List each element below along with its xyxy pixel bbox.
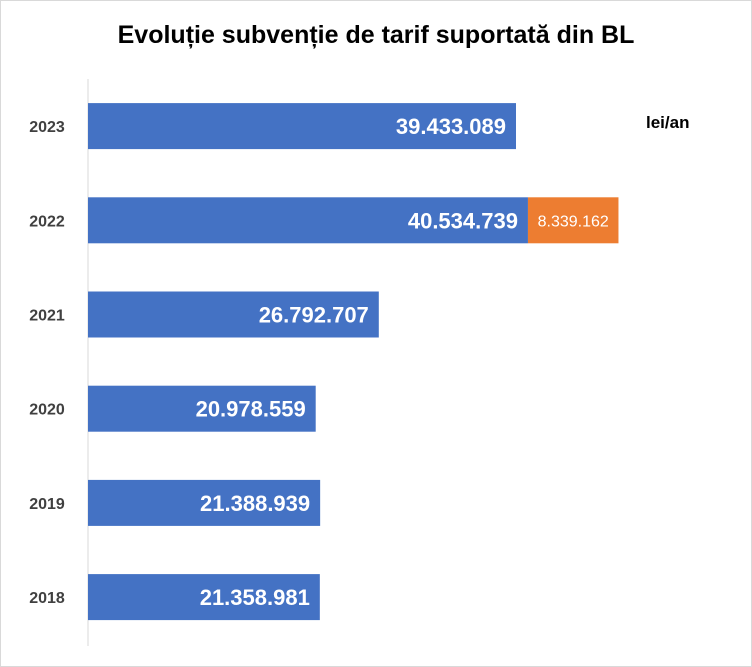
bar: [88, 385, 316, 432]
data-label: 8.339.162: [538, 213, 609, 230]
bar-extra: [527, 197, 619, 244]
data-label: 21.388.939: [200, 491, 310, 516]
bar: [88, 197, 528, 244]
category-label: 2022: [29, 213, 65, 230]
data-label: 20.978.559: [196, 397, 306, 422]
bar: [88, 574, 320, 621]
data-label: 21.358.981: [200, 585, 310, 610]
category-label: 2019: [29, 496, 65, 513]
category-label: 2018: [29, 590, 65, 607]
data-label: 39.433.089: [396, 114, 506, 139]
data-label: 40.534.739: [408, 208, 518, 233]
chart-title: Evoluție subvenție de tarif suportată di…: [117, 21, 635, 49]
data-label: 26.792.707: [259, 303, 369, 328]
bar: [88, 103, 516, 150]
bar: [88, 291, 379, 338]
unit-label: lei/an: [646, 113, 690, 132]
category-label: 2021: [29, 308, 65, 325]
category-label: 2023: [29, 119, 65, 136]
bar: [88, 479, 321, 526]
category-label: 2020: [29, 402, 65, 419]
